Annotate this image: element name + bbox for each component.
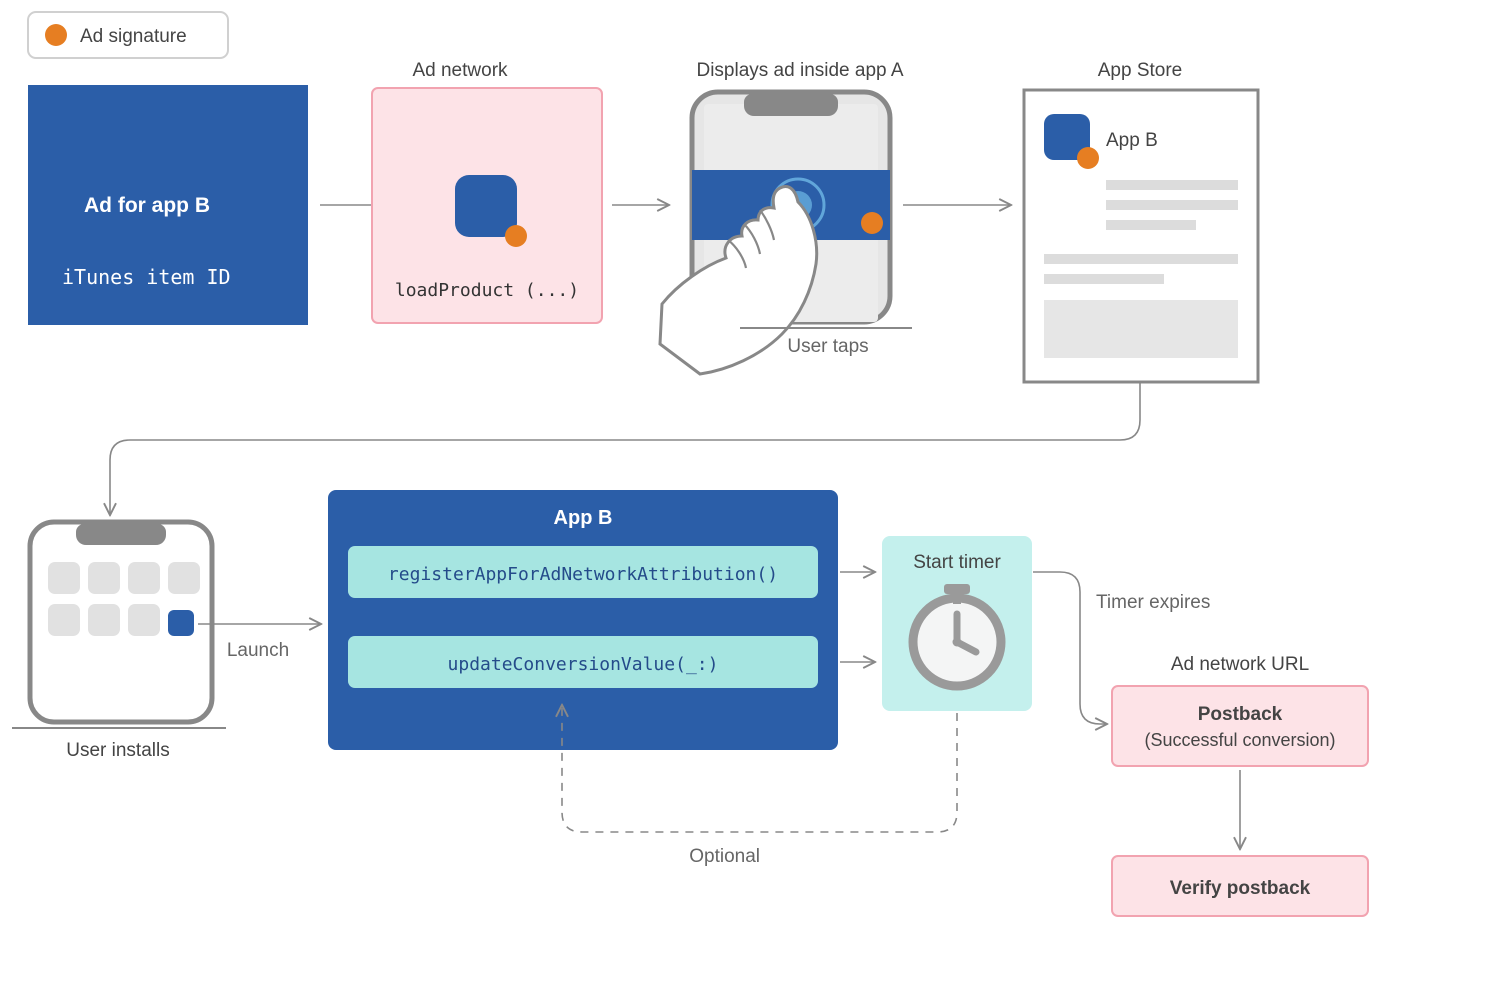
ad-signature-dot-icon	[861, 212, 883, 234]
ad-network-header: Ad network	[412, 60, 508, 81]
app-b-title: App B	[554, 507, 613, 529]
ad-network-code: loadProduct (...)	[395, 280, 579, 301]
display-inside-app-a: Displays ad inside app A User taps	[660, 60, 912, 374]
verify-postback-box: Verify postback	[1112, 856, 1368, 916]
phone-user-installs: User installs	[12, 522, 226, 761]
ad-box-title: Ad for app B	[84, 194, 210, 217]
ad-signature-dot-icon	[1077, 147, 1099, 169]
ad-network-url-header: Ad network URL	[1171, 654, 1309, 675]
app-store-sheet: App Store App B	[1024, 60, 1258, 382]
api2-text: updateConversionValue(_:)	[448, 654, 719, 675]
postback-title: Postback	[1198, 704, 1283, 725]
user-installs-label: User installs	[66, 740, 169, 761]
installed-app-icon	[168, 610, 194, 636]
timer-expires-label: Timer expires	[1096, 592, 1210, 613]
app-store-header: App Store	[1098, 60, 1183, 81]
skadnetwork-diagram: Ad signature Ad for app B iTunes item ID…	[0, 0, 1500, 990]
ad-network-box: Ad network loadProduct (...)	[372, 60, 602, 323]
ad-signature-dot-icon	[45, 24, 67, 46]
api1-text: registerAppForAdNetworkAttribution()	[388, 564, 778, 585]
legend-label: Ad signature	[80, 26, 187, 47]
phone-icon	[30, 522, 212, 722]
ad-box-subtitle: iTunes item ID	[62, 265, 231, 289]
verify-postback-label: Verify postback	[1170, 878, 1311, 899]
start-timer-box: Start timer	[882, 536, 1032, 711]
app-store-item-label: App B	[1106, 130, 1158, 151]
legend: Ad signature	[28, 12, 228, 58]
launch-label: Launch	[227, 640, 289, 661]
app-b-box: App B registerAppForAdNetworkAttribution…	[328, 490, 838, 750]
ad-for-app-b-box: Ad for app B iTunes item ID	[28, 85, 308, 325]
app-icon	[455, 175, 517, 237]
postback-subtitle: (Successful conversion)	[1144, 730, 1335, 750]
postback-box: Postback (Successful conversion)	[1112, 686, 1368, 766]
user-taps-label: User taps	[787, 336, 868, 357]
start-timer-label: Start timer	[913, 552, 1001, 573]
ad-signature-dot-icon	[505, 225, 527, 247]
display-header: Displays ad inside app A	[696, 60, 903, 81]
optional-label: Optional	[689, 846, 760, 867]
